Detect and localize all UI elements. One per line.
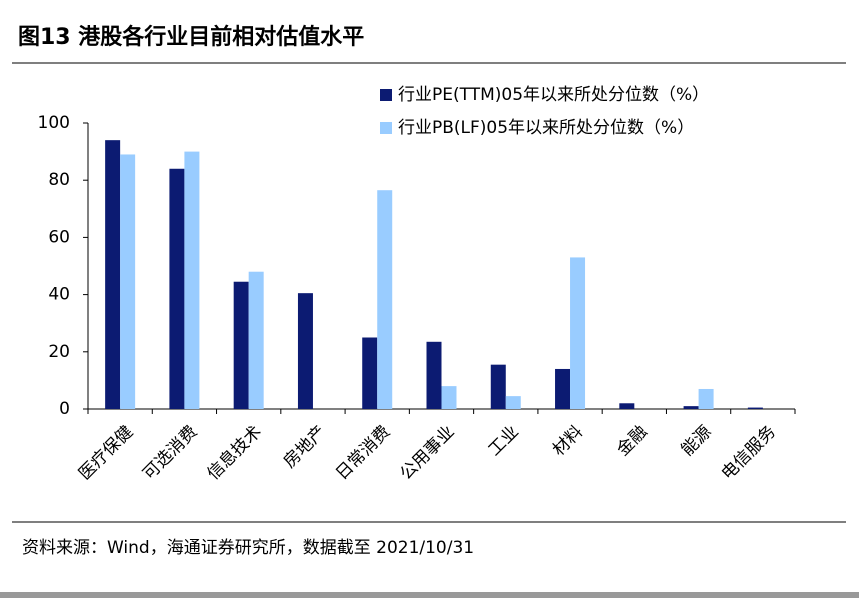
x-tick-label: 日常消费 <box>332 422 394 484</box>
bar <box>169 168 185 409</box>
x-tick-label: 可选消费 <box>139 422 201 484</box>
y-tick-label: 20 <box>48 342 70 362</box>
bar <box>747 407 763 409</box>
bar <box>233 281 249 409</box>
bar <box>505 396 521 409</box>
source: 资料来源：Wind，海通证券研究所，数据截至 2021/10/31 <box>22 538 474 558</box>
bar <box>120 154 136 409</box>
legend-swatch <box>380 122 392 134</box>
bar <box>698 388 714 409</box>
bar <box>184 151 200 409</box>
bar <box>683 406 699 409</box>
x-tick-label: 电信服务 <box>718 422 780 484</box>
bar <box>555 368 571 409</box>
x-tick-label: 能源 <box>677 422 715 460</box>
footer-bar <box>0 592 859 598</box>
y-tick-label: 100 <box>38 113 70 133</box>
chart-title: 图13 港股各行业目前相对估值水平 <box>18 24 364 50</box>
bar <box>105 140 121 409</box>
legend-label: 行业PB(LF)05年以来所处分位数（%） <box>398 118 694 138</box>
bar <box>362 337 378 409</box>
legend-swatch <box>380 89 392 101</box>
y-tick-label: 0 <box>59 399 70 419</box>
x-tick-label: 房地产 <box>280 422 330 472</box>
bar <box>377 190 393 409</box>
bar <box>441 386 457 409</box>
x-tick-label: 金融 <box>613 422 651 460</box>
bar <box>297 293 313 409</box>
x-tick-label: 材料 <box>549 422 587 460</box>
bar <box>426 341 442 409</box>
x-tick-label: 工业 <box>485 422 523 460</box>
x-tick-label: 信息技术 <box>204 422 266 484</box>
x-tick-label: 公用事业 <box>396 422 458 484</box>
y-tick-label: 60 <box>48 227 70 247</box>
bar <box>619 403 635 409</box>
bar <box>490 364 506 409</box>
bar <box>248 271 264 409</box>
y-tick-label: 80 <box>48 170 70 190</box>
bar <box>570 257 586 409</box>
x-tick-label: 医疗保健 <box>75 422 137 484</box>
legend-label: 行业PE(TTM)05年以来所处分位数（%） <box>398 85 709 105</box>
y-tick-label: 40 <box>48 285 70 305</box>
